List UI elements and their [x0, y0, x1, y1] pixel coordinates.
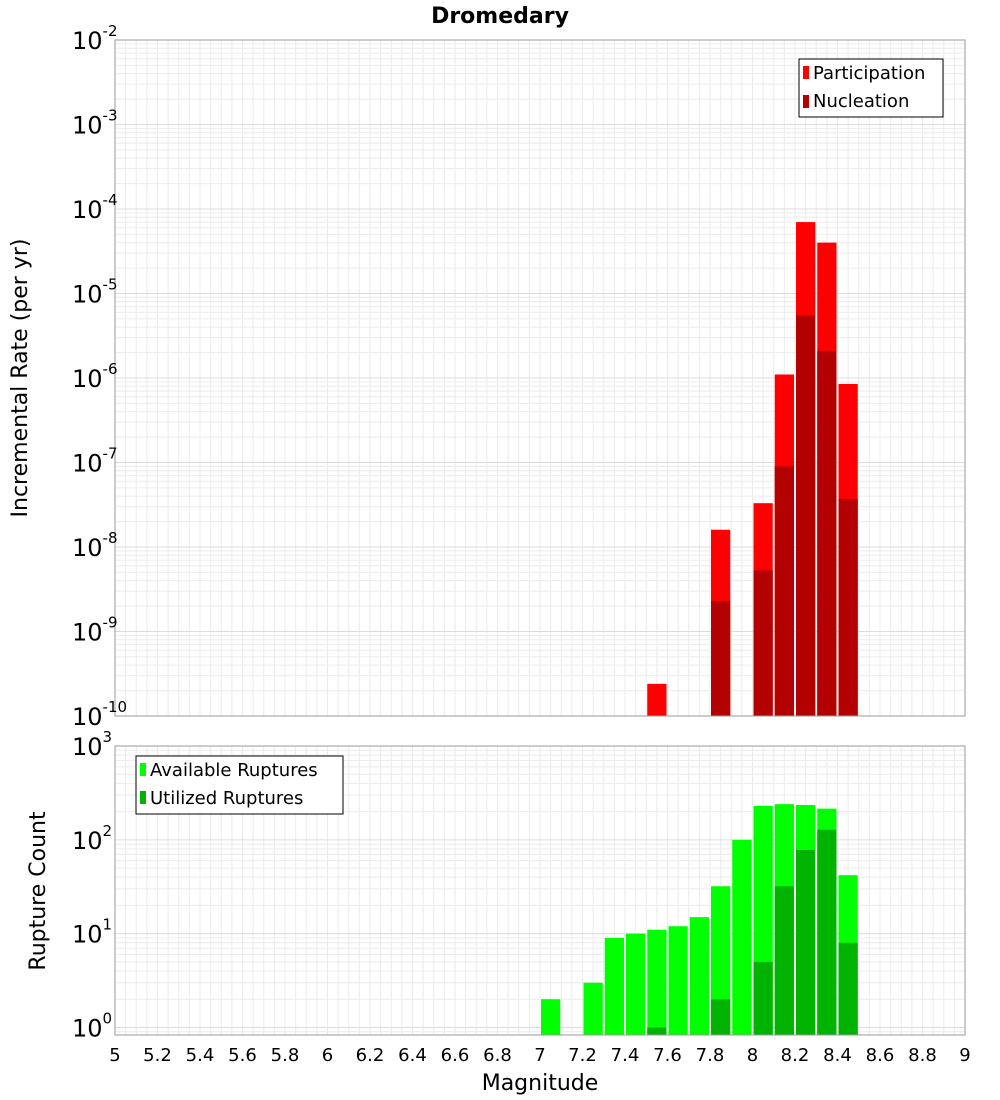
- bottom-bar-available-ruptures: [626, 933, 646, 1035]
- top-y-tick-label: 10-10: [72, 698, 127, 731]
- x-tick-label: 7.8: [696, 1045, 725, 1066]
- bottom-y-tick-label: 101: [72, 916, 112, 949]
- x-tick-label: 5.2: [143, 1045, 172, 1066]
- top-plot-bars: [647, 222, 858, 717]
- x-tick-label: 7.6: [653, 1045, 682, 1066]
- top-y-tick-label: 10-3: [72, 107, 118, 140]
- x-tick-label: 8.4: [823, 1045, 852, 1066]
- bottom-plot-bars: [541, 804, 858, 1035]
- x-tick-label: 5.6: [228, 1045, 257, 1066]
- chart-title: Dromedary: [431, 4, 569, 29]
- x-tick-label: 7.2: [568, 1045, 597, 1066]
- bottom-bar-utilized-ruptures: [711, 999, 731, 1035]
- bottom-bar-available-ruptures: [711, 886, 731, 1035]
- bottom-y-axis-label: Rupture Count: [26, 811, 51, 971]
- legend-label-nucleation: Nucleation: [813, 91, 909, 112]
- top-plot-frame: [114, 39, 966, 717]
- x-axis-label: Magnitude: [482, 1071, 599, 1096]
- legend-label-participation: Participation: [813, 63, 925, 84]
- x-tick-label: 6.8: [483, 1045, 512, 1066]
- x-tick-label: 7: [534, 1045, 545, 1066]
- x-tick-label: 7.4: [611, 1045, 640, 1066]
- top-bar-nucleation: [796, 315, 816, 716]
- bottom-bar-utilized-ruptures: [753, 961, 773, 1035]
- bottom-bar-available-ruptures: [604, 937, 624, 1035]
- bottom-bar-utilized-ruptures: [647, 1027, 667, 1035]
- x-tick-label: 8.2: [781, 1045, 810, 1066]
- x-tick-label: 5.4: [186, 1045, 215, 1066]
- top-y-tick-label: 10-8: [72, 529, 118, 562]
- bottom-legend: Available Ruptures Utilized Ruptures: [135, 755, 344, 815]
- x-axis-ticks: 5 5.2 5.4 5.6 5.8 6 6.2 6.4 6.6 6.8 7 7.2 7.4 7.6 7.8 8…: [109, 1045, 970, 1066]
- x-tick-label: 8.8: [908, 1045, 937, 1066]
- top-y-axis-label: Incremental Rate (per yr): [8, 239, 33, 518]
- top-y-tick-label: 10-7: [72, 445, 118, 478]
- x-tick-label: 5.8: [271, 1045, 300, 1066]
- legend-label-utilized: Utilized Ruptures: [150, 788, 303, 809]
- top-bar-nucleation: [838, 498, 858, 716]
- legend-label-available: Available Ruptures: [150, 760, 318, 781]
- x-tick-label: 8.6: [866, 1045, 895, 1066]
- bottom-y-tick-label: 100: [72, 1009, 112, 1042]
- legend-swatch-available: [140, 763, 146, 776]
- bottom-bar-available-ruptures: [689, 917, 709, 1035]
- bottom-bar-utilized-ruptures: [838, 942, 858, 1035]
- top-bar-nucleation: [774, 466, 794, 716]
- bottom-y-axis-ticks: 100 101 102 103: [72, 728, 112, 1042]
- x-tick-label: 9: [959, 1045, 970, 1066]
- bottom-bar-available-ruptures: [732, 839, 752, 1035]
- bottom-y-tick-label: 102: [72, 822, 112, 855]
- top-bar-nucleation: [753, 570, 773, 716]
- bottom-bar-available-ruptures: [583, 982, 603, 1035]
- bottom-bar-utilized-ruptures: [796, 849, 816, 1035]
- bottom-bar-utilized-ruptures: [774, 886, 794, 1035]
- top-bar-participation: [647, 683, 667, 716]
- top-bar-nucleation: [711, 600, 731, 716]
- x-tick-label: 6: [322, 1045, 333, 1066]
- x-tick-label: 8: [747, 1045, 758, 1066]
- bottom-bar-utilized-ruptures: [817, 829, 837, 1035]
- x-tick-label: 5: [109, 1045, 120, 1066]
- bottom-legend-box: [135, 755, 344, 815]
- top-plot-grid: [114, 40, 966, 717]
- top-y-tick-label: 10-9: [72, 614, 118, 647]
- bottom-plot-frame: [114, 745, 966, 1036]
- bottom-bar-available-ruptures: [541, 999, 561, 1035]
- legend-swatch-participation: [803, 66, 809, 79]
- top-y-tick-label: 10-4: [72, 191, 118, 224]
- legend-swatch-utilized: [140, 791, 146, 804]
- x-tick-label: 6.4: [398, 1045, 427, 1066]
- bottom-bar-available-ruptures: [647, 929, 667, 1035]
- top-legend-box: [798, 58, 944, 118]
- bottom-y-tick-label: 103: [72, 728, 112, 761]
- top-y-tick-label: 10-6: [72, 360, 118, 393]
- top-y-tick-label: 10-2: [72, 22, 118, 55]
- top-legend: Participation Nucleation: [798, 58, 944, 118]
- top-y-tick-label: 10-5: [72, 276, 118, 309]
- bottom-bar-available-ruptures: [668, 926, 688, 1035]
- x-tick-label: 6.6: [441, 1045, 470, 1066]
- legend-swatch-nucleation: [803, 95, 809, 108]
- x-tick-label: 6.2: [356, 1045, 385, 1066]
- top-bar-nucleation: [817, 350, 837, 716]
